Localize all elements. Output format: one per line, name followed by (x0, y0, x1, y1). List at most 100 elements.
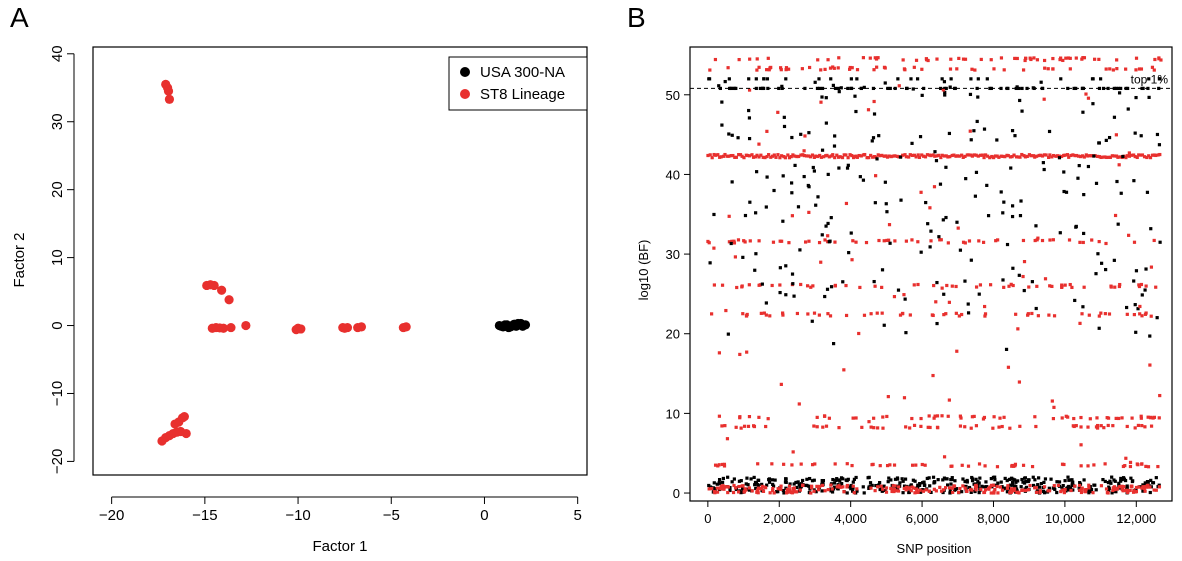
data-point (941, 88, 945, 92)
data-point (826, 221, 830, 226)
data-point (739, 479, 743, 483)
data-point (1018, 214, 1023, 218)
data-point (1067, 155, 1071, 159)
data-point (916, 490, 920, 495)
data-point (799, 462, 803, 466)
data-point (1008, 426, 1012, 430)
legend-marker (460, 89, 470, 99)
data-point (907, 490, 911, 495)
data-point (963, 154, 967, 159)
data-point (957, 490, 961, 494)
data-point (972, 153, 977, 157)
data-point (713, 487, 718, 491)
data-point (974, 483, 978, 487)
data-point (730, 239, 734, 243)
data-point (919, 424, 923, 428)
y-tick-label: 30 (49, 113, 66, 130)
data-point (1080, 312, 1084, 316)
data-point (862, 313, 867, 317)
data-point (1144, 284, 1148, 288)
data-point (877, 134, 881, 138)
data-point (874, 174, 878, 178)
data-point (741, 312, 745, 316)
data-point (839, 485, 843, 489)
data-point (1048, 238, 1052, 242)
data-point (1147, 77, 1151, 81)
data-point (798, 248, 802, 252)
data-point (804, 240, 808, 244)
data-point (719, 155, 723, 159)
data-point (750, 153, 754, 157)
data-point (1020, 109, 1024, 113)
data-point (920, 481, 925, 485)
data-point (773, 478, 777, 482)
data-point (1034, 424, 1038, 429)
data-point (774, 490, 779, 494)
data-point (1035, 238, 1039, 242)
data-point (1034, 306, 1038, 311)
data-point (813, 462, 817, 466)
data-point (1070, 478, 1074, 482)
data-point (1082, 231, 1086, 236)
data-point (1062, 170, 1066, 174)
data-point (738, 153, 743, 157)
data-point (747, 136, 752, 141)
data-point (828, 314, 833, 318)
data-point (1022, 259, 1027, 264)
data-point (855, 487, 859, 491)
data-point (1092, 463, 1096, 467)
data-point (823, 489, 827, 493)
data-point (1012, 487, 1017, 491)
data-point (727, 214, 731, 218)
data-point (1016, 479, 1020, 483)
x-tick-label: −15 (192, 507, 217, 524)
data-point (1112, 154, 1116, 158)
data-point (1074, 424, 1078, 428)
data-point (1002, 200, 1006, 204)
data-point (217, 285, 227, 295)
data-point (1064, 56, 1068, 60)
data-point (825, 153, 829, 158)
data-point (812, 311, 817, 315)
data-point (1016, 155, 1020, 159)
data-point (163, 86, 174, 96)
data-point (988, 86, 992, 91)
data-point (931, 373, 935, 378)
data-point (916, 483, 920, 487)
data-point (1088, 488, 1092, 492)
data-point (1014, 86, 1018, 91)
panel-b-letter: B (627, 2, 646, 33)
data-point (1005, 242, 1010, 247)
data-point (973, 489, 977, 494)
data-point (1148, 485, 1152, 489)
data-point (799, 153, 803, 157)
data-point (1010, 477, 1014, 481)
data-point (1035, 284, 1039, 288)
data-point (1026, 312, 1030, 316)
data-point (1013, 56, 1017, 61)
data-point (1017, 86, 1021, 91)
data-point (845, 491, 849, 495)
data-point (781, 488, 785, 493)
data-point (948, 491, 952, 495)
data-point (1050, 284, 1054, 289)
data-point (855, 68, 860, 72)
data-point (1010, 481, 1015, 485)
data-point (1079, 415, 1083, 420)
data-point (795, 485, 799, 490)
data-point (837, 56, 841, 60)
data-point (826, 488, 830, 492)
data-point (802, 154, 806, 158)
data-point (1152, 488, 1156, 492)
data-point (793, 154, 797, 158)
data-point (799, 282, 803, 287)
data-point (944, 165, 948, 169)
data-point (1052, 405, 1056, 409)
data-point (1063, 153, 1067, 157)
data-point (871, 155, 875, 159)
data-point (873, 201, 877, 205)
data-point (1024, 485, 1029, 489)
data-point (785, 487, 789, 492)
data-point (723, 424, 727, 428)
data-point (925, 153, 930, 157)
